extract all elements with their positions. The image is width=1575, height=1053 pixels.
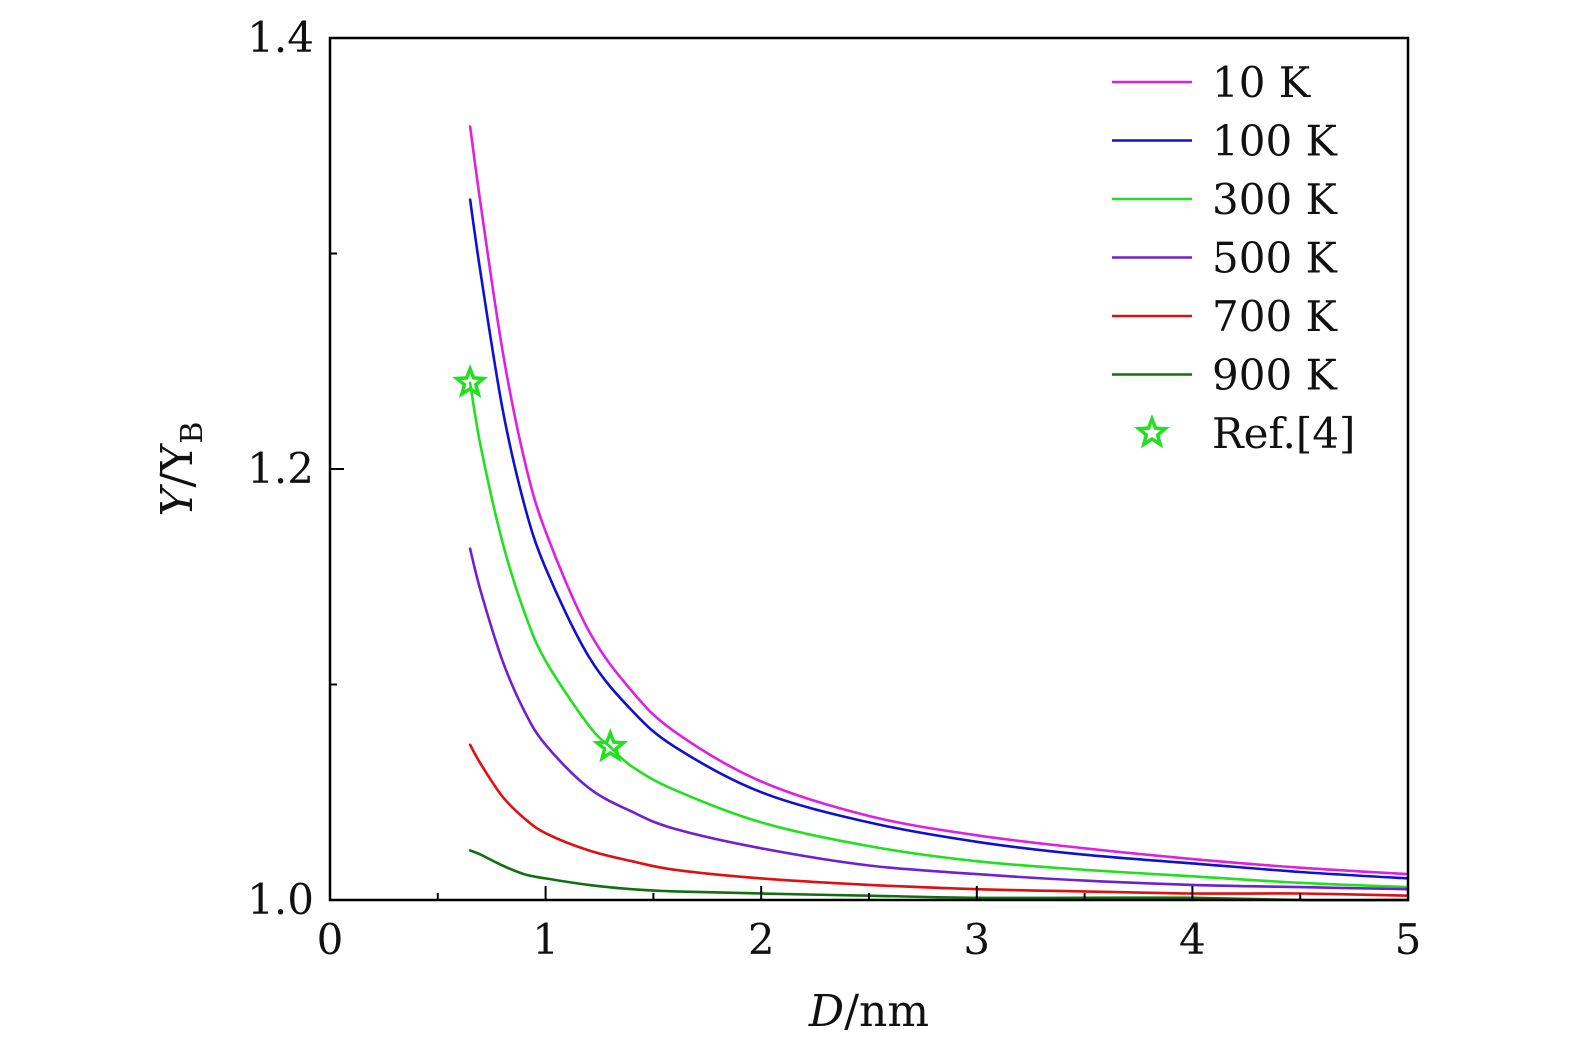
- y-tick-label: 1.4: [247, 13, 314, 62]
- marker-layer: [452, 363, 629, 763]
- x-tick-label: 4: [1179, 915, 1206, 964]
- y-axis-variable: Y: [152, 483, 203, 516]
- x-tick-label: 1: [532, 915, 559, 964]
- legend: 10 K 100 K 300 K 500 K 700 K 900 K Ref.[4]: [1112, 58, 1355, 458]
- x-axis-variable: D: [808, 986, 844, 1037]
- x-axis-title: D/nm: [808, 986, 929, 1037]
- y-axis-ratio: /Y: [152, 443, 203, 488]
- legend-label-100-k: 100 K: [1212, 117, 1339, 166]
- legend-marker-ref: [1134, 414, 1170, 449]
- y-axis-title: Y/YB: [152, 422, 210, 517]
- series-line-100-k: [468, 198, 1410, 880]
- legend-label-10-k: 10 K: [1212, 58, 1312, 107]
- tick-layer: 0 1 2 3 4 5 1.0 1.2 1.4: [247, 13, 1421, 964]
- x-tick-label: 2: [748, 915, 775, 964]
- series-line-300-k: [468, 381, 1410, 889]
- series-line-10-k: [468, 125, 1410, 876]
- ref-marker-2: [592, 728, 629, 763]
- plot-frame: [328, 36, 1410, 902]
- legend-label-900-k: 900 K: [1212, 351, 1339, 400]
- ref-marker-1: [452, 363, 489, 399]
- y-tick-label: 1.2: [247, 444, 314, 493]
- legend-label-500-k: 500 K: [1212, 234, 1339, 283]
- series-line-500-k: [468, 547, 1410, 891]
- legend-label-700-k: 700 K: [1212, 292, 1339, 341]
- legend-label-300-k: 300 K: [1212, 175, 1339, 224]
- x-tick-label: 5: [1395, 915, 1422, 964]
- x-axis-unit: /nm: [844, 986, 929, 1037]
- y-tick-label: 1.0: [247, 875, 314, 924]
- legend-label-ref: Ref.[4]: [1212, 409, 1355, 458]
- x-tick-label: 3: [963, 915, 990, 964]
- y-axis-subscript: B: [175, 422, 210, 444]
- series-line-700-k: [468, 743, 1410, 897]
- x-tick-label: 0: [317, 915, 344, 964]
- series-layer: [468, 125, 1410, 902]
